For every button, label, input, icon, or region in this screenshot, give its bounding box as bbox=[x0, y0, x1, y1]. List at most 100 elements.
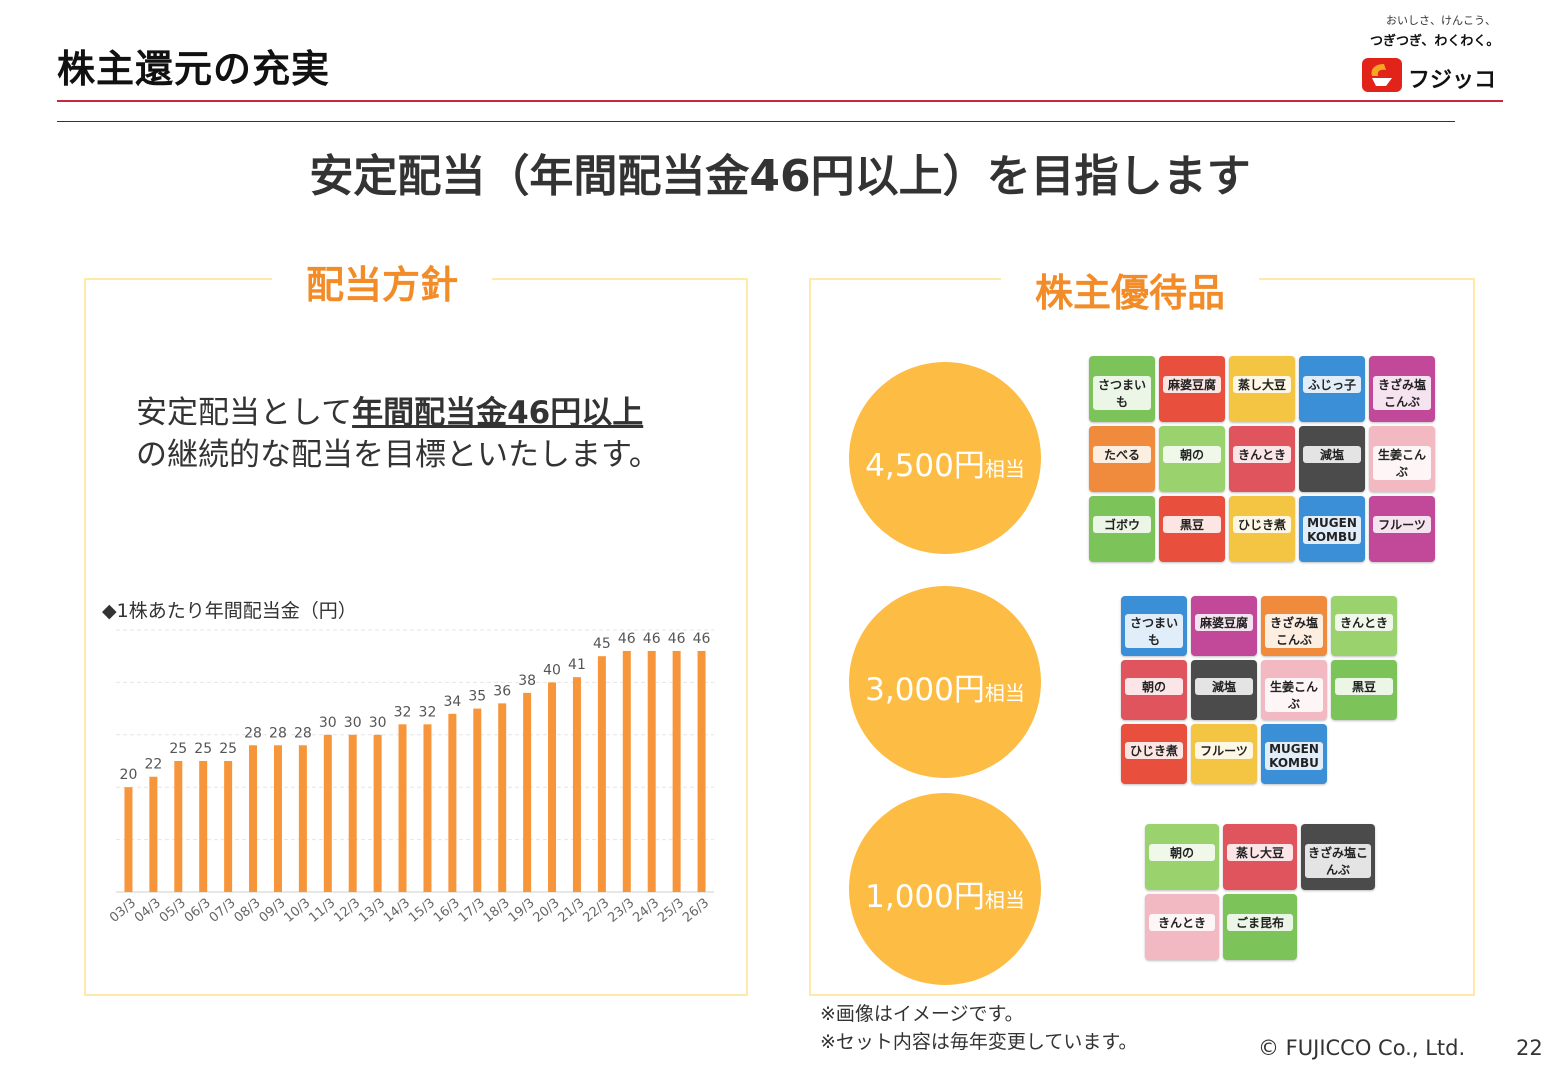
tier-suffix: 相当 bbox=[984, 681, 1025, 705]
policy-text-pre: 安定配当として bbox=[136, 395, 353, 431]
tier-circle-3000: 3,000円相当 bbox=[849, 586, 1041, 778]
product-package-image: 生姜こんぶ bbox=[1369, 426, 1435, 492]
chart-label: ◆1株あたり年間配当金（円） bbox=[102, 600, 357, 622]
chart-bar bbox=[373, 734, 382, 892]
product-package-label: 朝の bbox=[1163, 445, 1221, 463]
chart-bar bbox=[174, 761, 183, 892]
product-package-label: ごま昆布 bbox=[1227, 913, 1293, 931]
product-set-4500: さつまいも 麻婆豆腐 蒸し大豆 ふじっ子 きざみ塩こんぶたべる 朝の きんとき 減塩 生姜こんぶ… bbox=[1089, 356, 1435, 562]
chart-bar bbox=[398, 724, 407, 892]
product-package-image: ふじっ子 bbox=[1299, 356, 1365, 422]
chart-data-label: 46 bbox=[618, 631, 636, 647]
product-package-label: 減塩 bbox=[1195, 678, 1253, 695]
chart-tick-label: 25/3 bbox=[655, 896, 687, 926]
chart-tick-label: 14/3 bbox=[381, 896, 413, 926]
chart-tick-label: 05/3 bbox=[157, 896, 189, 926]
note-line: ※画像はイメージです。 bbox=[820, 1003, 1024, 1025]
product-package-image: 減塩 bbox=[1191, 660, 1257, 720]
chart-tick-label: 03/3 bbox=[107, 896, 139, 926]
product-package-label: MUGEN KOMBU bbox=[1303, 515, 1361, 544]
chart-tick-label: 09/3 bbox=[257, 896, 289, 926]
product-package-image: 朝の bbox=[1145, 824, 1219, 890]
chart-bar bbox=[473, 708, 482, 892]
chart-bar bbox=[548, 682, 557, 892]
chart-data-label: 46 bbox=[693, 631, 711, 647]
product-package-label: ゴボウ bbox=[1093, 515, 1151, 533]
product-package-image: たべる bbox=[1089, 426, 1155, 492]
product-package-image: MUGEN KOMBU bbox=[1261, 724, 1327, 784]
product-package-image: フルーツ bbox=[1369, 496, 1435, 562]
chart-tick-label: 20/3 bbox=[531, 896, 563, 926]
chart-tick-label: 11/3 bbox=[306, 896, 338, 926]
product-package-label: フルーツ bbox=[1195, 742, 1253, 759]
chart-data-label: 22 bbox=[144, 757, 162, 773]
chart-data-label: 30 bbox=[344, 715, 362, 731]
product-package-image: さつまいも bbox=[1121, 596, 1187, 656]
chart-data-label: 28 bbox=[294, 725, 312, 741]
chart-bar bbox=[224, 761, 233, 892]
product-package-image: ゴボウ bbox=[1089, 496, 1155, 562]
policy-text-emphasis: 年間配当金46円以上 bbox=[352, 395, 644, 431]
chart-bar bbox=[498, 703, 507, 892]
product-package-label: 生姜こんぶ bbox=[1373, 445, 1431, 480]
product-package-label: きざみ塩こんぶ bbox=[1373, 375, 1431, 410]
chart-tick-label: 23/3 bbox=[605, 896, 637, 926]
fujicco-mark-icon bbox=[1362, 58, 1402, 92]
tier-suffix: 相当 bbox=[984, 888, 1025, 912]
product-package-label: さつまいも bbox=[1093, 375, 1151, 410]
logo-tagline-2: つぎつぎ、わくわく。 bbox=[1370, 34, 1500, 49]
chart-data-label: 40 bbox=[543, 662, 561, 678]
page-number: 22 bbox=[1516, 1036, 1543, 1060]
chart-bar bbox=[323, 734, 332, 892]
chart-tick-label: 07/3 bbox=[207, 896, 239, 926]
tier-amount: 4,500円 bbox=[865, 448, 985, 484]
note-line: ※セット内容は毎年変更しています。 bbox=[820, 1031, 1138, 1053]
chart-data-label: 20 bbox=[120, 767, 138, 783]
product-package-image: 朝の bbox=[1121, 660, 1187, 720]
product-set-3000: さつまいも 麻婆豆腐 きざみ塩こんぶ きんとき 朝の 減塩 生姜こんぶ 黒豆 ひじき煮 フルーツ M… bbox=[1121, 596, 1397, 784]
chart-tick-label: 08/3 bbox=[232, 896, 264, 926]
product-package-label: 黒豆 bbox=[1163, 515, 1221, 533]
product-package-image: 蒸し大豆 bbox=[1223, 824, 1297, 890]
chart-bar bbox=[448, 713, 457, 892]
chart-data-label: 25 bbox=[194, 741, 212, 757]
product-package-image: きんとき bbox=[1229, 426, 1295, 492]
chart-data-label: 46 bbox=[668, 631, 686, 647]
chart-bar bbox=[348, 734, 357, 892]
product-package-image: 麻婆豆腐 bbox=[1159, 356, 1225, 422]
chart-data-label: 32 bbox=[419, 704, 437, 720]
logo-tagline-1: おいしさ、けんこう、 bbox=[1386, 14, 1496, 27]
product-package-label: ひじき煮 bbox=[1125, 742, 1183, 759]
tier-suffix: 相当 bbox=[984, 457, 1025, 481]
chart-bar bbox=[124, 787, 133, 892]
policy-text-post: の継続的な配当を目標といたします。 bbox=[136, 437, 660, 473]
copyright: © FUJICCO Co., Ltd. bbox=[1258, 1036, 1466, 1060]
product-set-1000: 朝の 蒸し大豆 きざみ塩こんぶ きんとき ごま昆布 bbox=[1145, 824, 1375, 960]
product-package-image: きんとき bbox=[1145, 894, 1219, 960]
product-package-image: 蒸し大豆 bbox=[1229, 356, 1295, 422]
product-package-label: きざみ塩こんぶ bbox=[1265, 614, 1323, 648]
product-package-label: 麻婆豆腐 bbox=[1195, 614, 1253, 631]
chart-data-label: 34 bbox=[443, 694, 461, 710]
chart-data-label: 30 bbox=[319, 715, 337, 731]
policy-text: 安定配当として年間配当金46円以上 の継続的な配当を目標といたします。 bbox=[136, 392, 660, 476]
product-package-image: 朝の bbox=[1159, 426, 1225, 492]
tier-amount: 3,000円 bbox=[865, 672, 985, 708]
chart-bar bbox=[597, 656, 606, 892]
product-package-image: ごま昆布 bbox=[1223, 894, 1297, 960]
chart-bar bbox=[423, 724, 432, 892]
chart-data-label: 30 bbox=[369, 715, 387, 731]
product-package-label: MUGEN KOMBU bbox=[1265, 742, 1323, 770]
product-package-image: 減塩 bbox=[1299, 426, 1365, 492]
chart-bar bbox=[199, 761, 208, 892]
chart-tick-label: 19/3 bbox=[506, 896, 538, 926]
chart-bar bbox=[697, 650, 706, 892]
chart-tick-label: 24/3 bbox=[630, 896, 662, 926]
product-package-image: 黒豆 bbox=[1159, 496, 1225, 562]
chart-tick-label: 06/3 bbox=[182, 896, 214, 926]
product-package-label: 麻婆豆腐 bbox=[1163, 375, 1221, 393]
chart-data-label: 25 bbox=[169, 741, 187, 757]
chart-bar bbox=[672, 650, 681, 892]
product-package-label: たべる bbox=[1093, 445, 1151, 463]
dividend-policy-panel: 配当方針 安定配当として年間配当金46円以上 の継続的な配当を目標といたします。… bbox=[84, 254, 748, 996]
